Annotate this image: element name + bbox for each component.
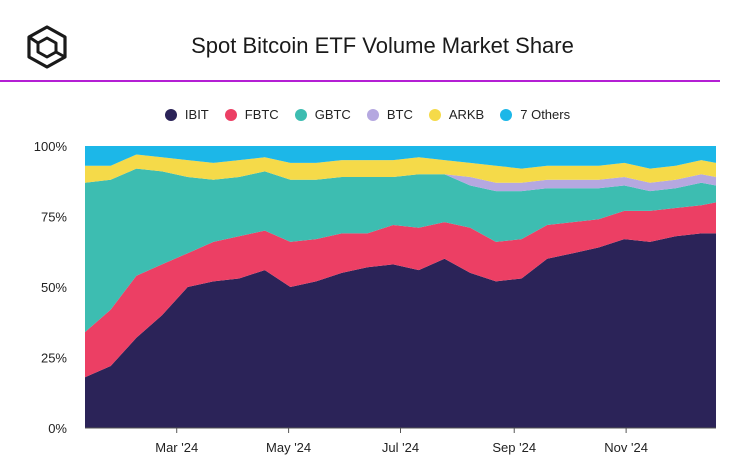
legend-item: IBIT (164, 107, 209, 122)
legend-swatch (294, 108, 307, 121)
legend-swatch (366, 108, 379, 121)
legend-swatch (224, 108, 237, 121)
x-tick-label: Mar '24 (155, 440, 198, 455)
legend-label: BTC (386, 107, 413, 122)
legend-swatch (500, 108, 513, 121)
chart-legend: IBIT FBTC GBTC BTC ARKB 7 Others (0, 107, 735, 122)
page-title: Spot Bitcoin ETF Volume Market Share (191, 33, 574, 58)
legend-swatch (428, 108, 441, 121)
y-tick-label: 50% (41, 280, 67, 295)
legend-label: IBIT (184, 107, 209, 122)
series-area-gbtc (85, 168, 716, 333)
legend-item: 7 Others (500, 107, 570, 122)
x-tick-label: May '24 (266, 440, 311, 455)
legend-label: ARKB (448, 107, 485, 122)
legend-swatch (164, 108, 177, 121)
y-tick-label: 100% (34, 139, 68, 154)
legend-item: ARKB (428, 107, 485, 122)
y-tick-label: 0% (48, 421, 67, 436)
block-logo-icon (27, 25, 67, 69)
header-divider (0, 80, 720, 82)
series-area-btc (85, 168, 716, 192)
x-tick-label: Nov '24 (604, 440, 648, 455)
x-tick-label: Sep '24 (492, 440, 536, 455)
series-area-7-others (85, 146, 716, 169)
legend-label: GBTC (314, 107, 351, 122)
y-tick-label: 75% (41, 210, 67, 225)
chart-header: Spot Bitcoin ETF Volume Market Share (0, 0, 735, 82)
legend-label: FBTC (244, 107, 279, 122)
legend-label: 7 Others (520, 107, 571, 122)
legend-item: FBTC (224, 107, 279, 122)
series-area-arkb (85, 154, 716, 183)
y-tick-label: 25% (41, 351, 67, 366)
series-area-fbtc (85, 202, 716, 378)
series-area-ibit (85, 233, 716, 428)
legend-item: BTC (366, 107, 413, 122)
x-tick-label: Jul '24 (382, 440, 419, 455)
legend-item: GBTC (294, 107, 351, 122)
